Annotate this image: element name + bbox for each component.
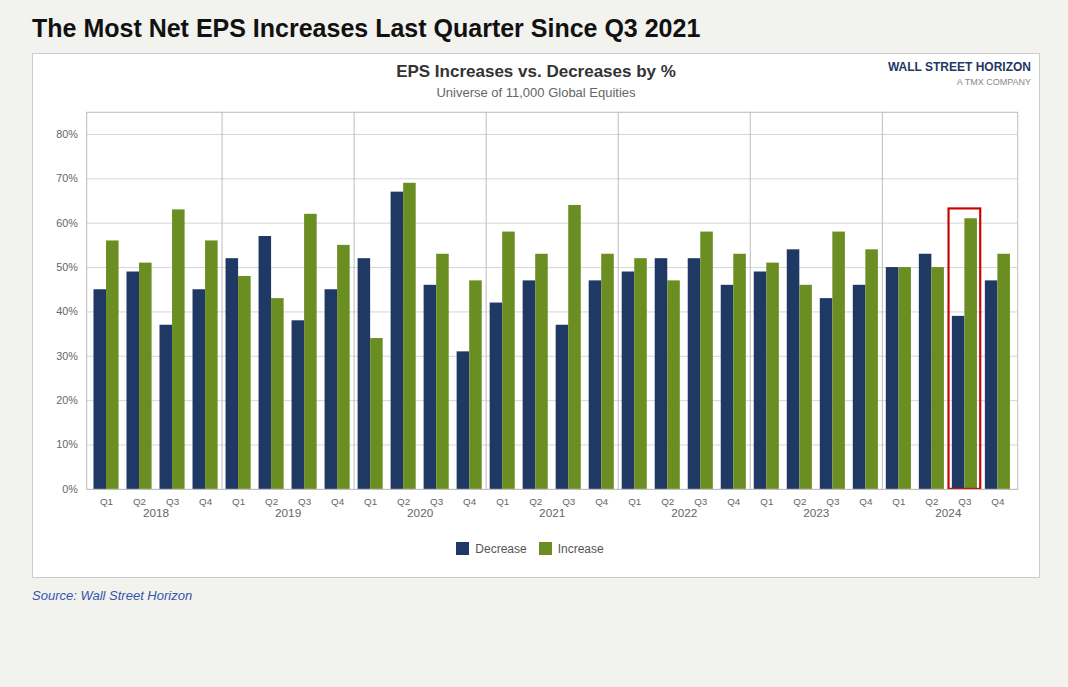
- svg-text:50%: 50%: [56, 261, 78, 273]
- svg-text:2024: 2024: [935, 506, 962, 519]
- svg-text:Q4: Q4: [727, 496, 741, 507]
- html-text:Increase: Increase: [557, 541, 604, 556]
- html-text:Decrease: Decrease: [475, 541, 527, 556]
- svg-text:60%: 60%: [56, 217, 78, 229]
- svg-text:Q2: Q2: [925, 496, 939, 508]
- svg-text:Q2: Q2: [133, 496, 147, 508]
- svg-text:Q2: Q2: [397, 496, 411, 508]
- svg-text:2020: 2020: [407, 506, 434, 519]
- svg-text:Q4: Q4: [463, 496, 477, 507]
- svg-text:Q2: Q2: [529, 496, 543, 508]
- svg-text:Q4: Q4: [595, 496, 609, 507]
- svg-text:Q1: Q1: [100, 496, 113, 507]
- svg-text:0%: 0%: [62, 483, 78, 495]
- svg-text:Q3: Q3: [298, 496, 312, 508]
- svg-text:70%: 70%: [56, 172, 78, 184]
- html-text:A TMX COMPANY: A TMX COMPANY: [956, 77, 1031, 87]
- svg-text:Q1: Q1: [232, 496, 245, 507]
- html-text:Source: Wall Street Horizon: Source: Wall Street Horizon: [32, 588, 193, 604]
- svg-text:Q1: Q1: [628, 496, 641, 507]
- svg-text:2021: 2021: [539, 506, 565, 519]
- svg-text:2018: 2018: [143, 506, 170, 519]
- svg-text:Q3: Q3: [430, 496, 444, 508]
- html-text:EPS Increases vs. Decreases by: EPS Increases vs. Decreases by %: [396, 62, 676, 81]
- svg-text:Q2: Q2: [661, 496, 675, 508]
- svg-text:Q2: Q2: [265, 496, 279, 508]
- svg-text:Q3: Q3: [562, 496, 576, 508]
- svg-text:40%: 40%: [56, 305, 78, 317]
- svg-text:2019: 2019: [275, 506, 301, 519]
- svg-text:Q3: Q3: [826, 496, 840, 508]
- svg-text:Q3: Q3: [694, 496, 708, 508]
- svg-text:80%: 80%: [56, 128, 78, 140]
- svg-text:Q1: Q1: [892, 496, 905, 507]
- svg-text:Q4: Q4: [991, 496, 1005, 507]
- svg-text:Q1: Q1: [364, 496, 377, 507]
- svg-text:10%: 10%: [56, 438, 78, 450]
- svg-text:20%: 20%: [56, 394, 78, 406]
- html-text:WALL STREET HORIZON: WALL STREET HORIZON: [887, 60, 1031, 74]
- svg-text:Q3: Q3: [958, 496, 972, 508]
- svg-text:30%: 30%: [56, 350, 78, 362]
- svg-text:Q2: Q2: [793, 496, 807, 508]
- svg-text:Q1: Q1: [760, 496, 773, 507]
- svg-text:Q4: Q4: [199, 496, 213, 507]
- html-text:Universe of 11,000 Global Equi: Universe of 11,000 Global Equities: [436, 85, 636, 100]
- html-text:The Most Net EPS Increases Las: The Most Net EPS Increases Last Quarter …: [32, 14, 701, 42]
- svg-text:Q3: Q3: [166, 496, 180, 508]
- svg-text:2023: 2023: [803, 506, 830, 519]
- svg-text:Q4: Q4: [859, 496, 873, 507]
- svg-text:Q1: Q1: [496, 496, 509, 507]
- svg-text:2022: 2022: [671, 506, 697, 519]
- svg-text:Q4: Q4: [331, 496, 345, 507]
